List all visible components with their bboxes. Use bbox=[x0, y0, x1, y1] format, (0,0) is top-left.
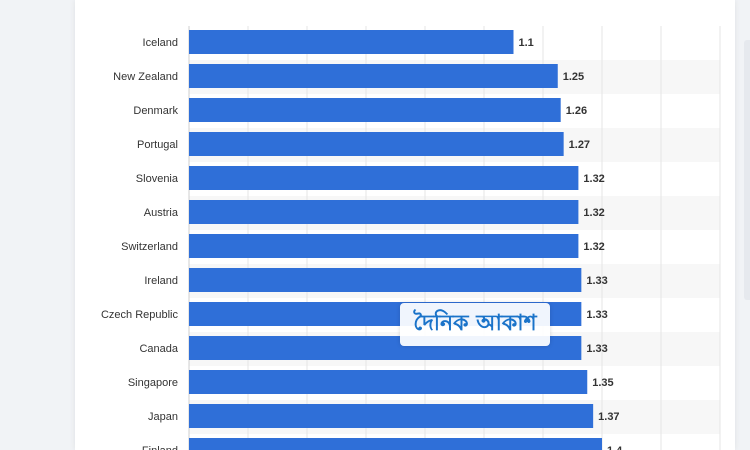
bar-denmark bbox=[189, 98, 561, 122]
bar-iceland bbox=[189, 30, 514, 54]
bar-new-zealand bbox=[189, 64, 558, 88]
category-label: Canada bbox=[139, 343, 178, 355]
value-label: 1.26 bbox=[566, 105, 587, 117]
category-label: Denmark bbox=[133, 105, 178, 117]
value-label: 1.33 bbox=[586, 309, 607, 321]
value-label: 1.32 bbox=[583, 173, 604, 185]
category-label: Portugal bbox=[137, 139, 178, 151]
category-label: Slovenia bbox=[136, 173, 179, 185]
bar-ireland bbox=[189, 268, 582, 292]
category-label: Austria bbox=[144, 207, 179, 219]
category-label: Finland bbox=[142, 445, 178, 450]
category-label: Japan bbox=[148, 411, 178, 423]
adjacent-card-edge bbox=[744, 40, 750, 300]
category-label: New Zealand bbox=[113, 71, 178, 83]
value-label: 1.1 bbox=[519, 37, 534, 49]
watermark-text: দৈনিক আকাশ bbox=[413, 311, 537, 336]
category-label: Iceland bbox=[143, 37, 178, 49]
bar-austria bbox=[189, 200, 579, 224]
bar-finland bbox=[189, 438, 602, 450]
value-label: 1.33 bbox=[586, 343, 607, 355]
watermark-logo: দৈনিক আকাশ bbox=[400, 303, 550, 346]
bar-japan bbox=[189, 404, 594, 428]
value-label: 1.4 bbox=[607, 445, 623, 450]
value-label: 1.33 bbox=[586, 275, 607, 287]
value-label: 1.32 bbox=[583, 241, 604, 253]
value-label: 1.27 bbox=[569, 139, 590, 151]
category-label: Czech Republic bbox=[101, 309, 179, 321]
value-label: 1.25 bbox=[563, 71, 584, 83]
category-label: Singapore bbox=[128, 377, 178, 389]
bar-singapore bbox=[189, 370, 588, 394]
value-label: 1.35 bbox=[592, 377, 613, 389]
bar-switzerland bbox=[189, 234, 579, 258]
category-label: Switzerland bbox=[121, 241, 178, 253]
category-label: Ireland bbox=[144, 275, 178, 287]
value-label: 1.37 bbox=[598, 411, 619, 423]
bar-slovenia bbox=[189, 166, 579, 190]
value-label: 1.32 bbox=[583, 207, 604, 219]
bar-portugal bbox=[189, 132, 564, 156]
